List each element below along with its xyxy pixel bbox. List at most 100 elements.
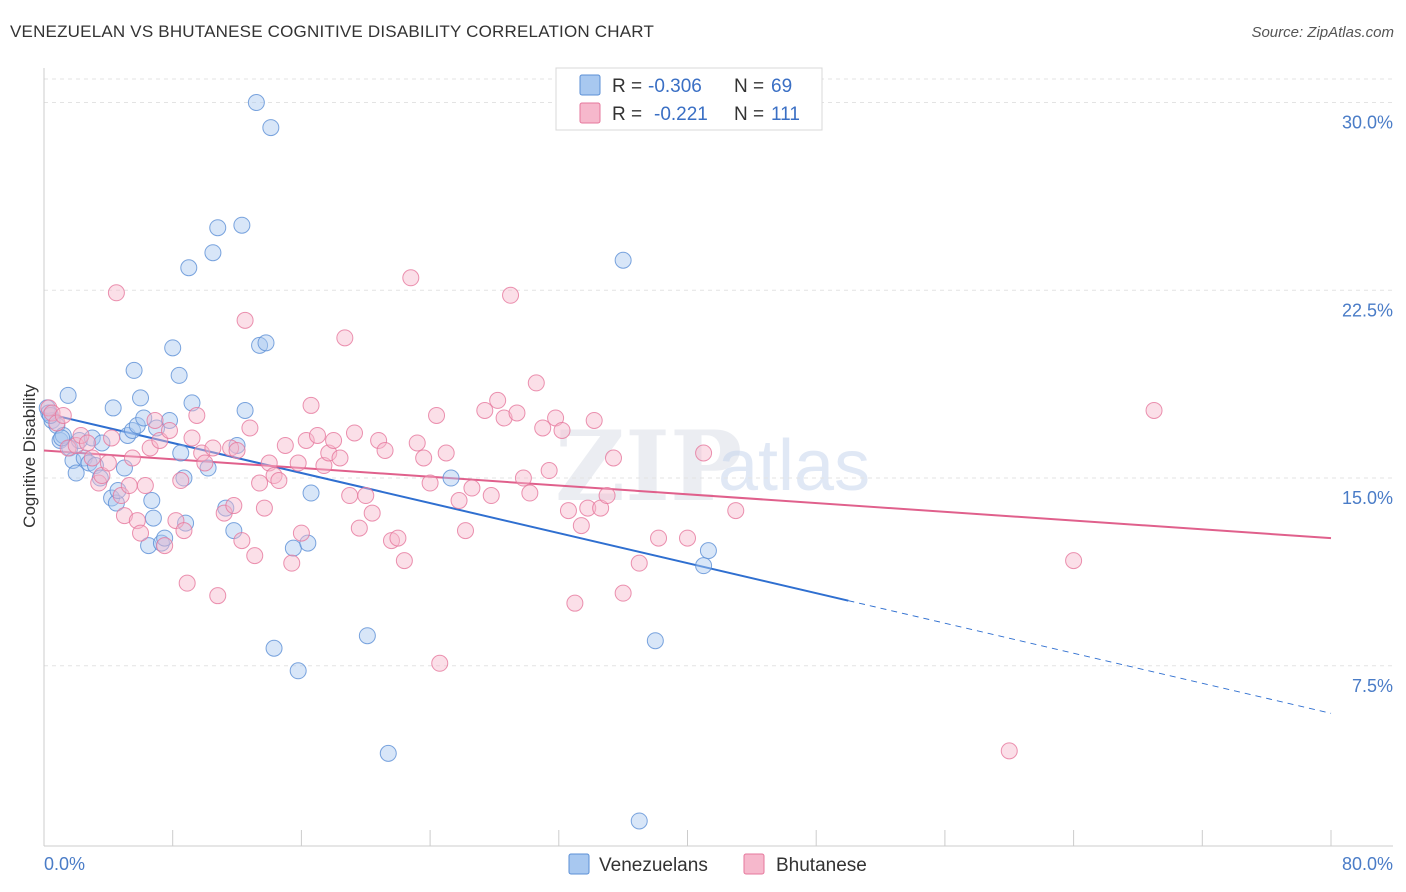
point-bhutanese — [283, 554, 301, 572]
bottom-swatch-bhutanese — [743, 853, 765, 875]
point-bhutanese — [336, 329, 354, 347]
point-bhutanese — [402, 269, 420, 287]
point-venezuelans — [164, 339, 182, 357]
point-venezuelans — [180, 259, 198, 277]
point-venezuelans — [53, 429, 71, 447]
point-bhutanese — [604, 449, 622, 467]
point-venezuelans — [695, 557, 713, 575]
point-bhutanese — [415, 449, 433, 467]
legend-r-bhutanese: -0.221 — [654, 104, 708, 125]
point-bhutanese — [350, 519, 368, 537]
point-bhutanese — [175, 522, 193, 540]
point-bhutanese — [463, 479, 481, 497]
chart-title: VENEZUELAN VS BHUTANESE COGNITIVE DISABI… — [10, 22, 655, 41]
point-bhutanese — [209, 587, 227, 605]
trend-lines — [43, 411, 1332, 714]
point-venezuelans — [614, 251, 632, 269]
point-bhutanese — [308, 426, 326, 444]
point-bhutanese — [727, 502, 745, 520]
point-bhutanese — [297, 431, 315, 449]
series-legend: Venezuelans Bhutanese — [568, 853, 867, 876]
point-venezuelans — [183, 394, 201, 412]
point-venezuelans — [125, 361, 143, 379]
legend-r-venezuelans: -0.306 — [648, 76, 702, 97]
point-bhutanese — [156, 537, 174, 555]
point-bhutanese — [325, 431, 343, 449]
watermark-zip: ZIP — [555, 410, 742, 523]
point-bhutanese — [302, 396, 320, 414]
point-bhutanese — [270, 472, 288, 490]
point-bhutanese — [103, 429, 121, 447]
point-bhutanese — [370, 431, 388, 449]
point-bhutanese — [320, 444, 338, 462]
point-bhutanese — [255, 499, 273, 517]
point-bhutanese — [421, 474, 439, 492]
y-tick-label: 22.5% — [1342, 300, 1393, 320]
point-venezuelans — [160, 411, 178, 429]
point-bhutanese — [1065, 552, 1083, 570]
point-bhutanese — [251, 474, 269, 492]
point-venezuelans — [236, 401, 254, 419]
point-bhutanese — [679, 529, 696, 547]
point-bhutanese — [315, 457, 333, 475]
point-venezuelans — [257, 334, 275, 352]
point-bhutanese — [437, 444, 455, 462]
point-bhutanese — [236, 311, 254, 329]
point-bhutanese — [476, 401, 494, 419]
point-bhutanese — [363, 504, 381, 522]
point-bhutanese — [193, 444, 211, 462]
point-bhutanese — [146, 411, 164, 429]
x-tick-max: 80.0% — [1342, 854, 1393, 874]
point-venezuelans — [233, 216, 251, 234]
point-bhutanese — [650, 529, 668, 547]
point-bhutanese — [357, 487, 375, 505]
bottom-label-bhutanese: Bhutanese — [776, 855, 867, 876]
point-venezuelans — [59, 386, 77, 404]
trend-line-bhutanese — [43, 449, 1332, 540]
point-venezuelans — [302, 484, 320, 502]
point-venezuelans — [262, 119, 280, 137]
point-bhutanese — [115, 507, 133, 525]
point-bhutanese — [630, 554, 648, 572]
point-bhutanese — [456, 522, 474, 540]
point-venezuelans — [358, 627, 376, 645]
point-venezuelans — [265, 639, 283, 657]
point-bhutanese — [228, 441, 246, 459]
point-bhutanese — [246, 547, 264, 565]
point-bhutanese — [534, 419, 552, 437]
point-bhutanese — [579, 499, 597, 517]
point-bhutanese — [43, 404, 61, 422]
point-bhutanese — [376, 441, 394, 459]
point-bhutanese — [514, 469, 532, 487]
legend-r-label-venezuelans: R = — [612, 76, 642, 97]
source-label: Source: ZipAtlas.com — [1251, 24, 1394, 41]
point-bhutanese — [1145, 401, 1163, 419]
correlation-legend: R = -0.306 N = 69 R = -0.221 N = 111 — [555, 67, 823, 131]
point-bhutanese — [508, 404, 526, 422]
point-venezuelans — [93, 434, 111, 452]
point-venezuelans — [699, 542, 717, 560]
point-bhutanese — [482, 487, 500, 505]
point-bhutanese — [540, 462, 558, 480]
point-bhutanese — [123, 449, 141, 467]
point-venezuelans — [442, 469, 460, 487]
point-venezuelans — [646, 632, 664, 650]
point-venezuelans — [135, 409, 153, 427]
point-bhutanese — [160, 421, 178, 439]
series-venezuelans — [38, 94, 717, 830]
point-venezuelans — [123, 421, 141, 439]
point-bhutanese — [527, 374, 545, 392]
point-bhutanese — [408, 434, 426, 452]
trend-line-venezuelans — [43, 411, 849, 602]
point-bhutanese — [450, 492, 468, 510]
point-bhutanese — [598, 487, 616, 505]
point-venezuelans — [379, 744, 397, 762]
point-bhutanese — [553, 421, 571, 439]
point-bhutanese — [521, 484, 539, 502]
point-venezuelans — [630, 812, 648, 830]
point-bhutanese — [614, 584, 632, 602]
point-venezuelans — [143, 492, 161, 510]
point-bhutanese — [389, 529, 407, 547]
bottom-label-venezuelans: Venezuelans — [599, 855, 708, 876]
